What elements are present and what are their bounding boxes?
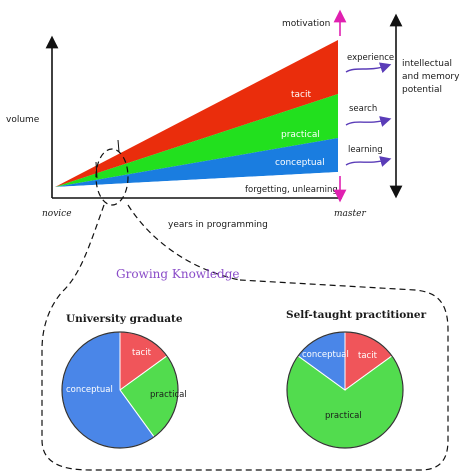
layer-label-practical: practical xyxy=(281,130,320,140)
capacity-label-line2: and memory xyxy=(402,72,460,82)
pie-title-self-taught: Self-taught practitioner xyxy=(286,309,427,321)
pie-outline xyxy=(61,331,179,449)
tick-mark-2 xyxy=(117,139,120,153)
layer-conceptual-area xyxy=(55,138,338,187)
zoom-circle xyxy=(95,148,129,206)
capacity-label-line1: intellectual xyxy=(402,59,452,69)
motivation-label: motivation xyxy=(282,19,330,29)
pie-label-tacit: tacit xyxy=(358,351,378,361)
x-end-label: master xyxy=(334,209,366,219)
layer-stack xyxy=(55,40,338,198)
learning-label: learning xyxy=(348,145,383,155)
pie-title-graduate: University graduate xyxy=(66,313,183,325)
layer-practical-area xyxy=(55,94,338,187)
callout-outline xyxy=(41,204,449,471)
search-arrow xyxy=(345,116,392,127)
pie-chart-self-taught: tacit practical conceptual xyxy=(286,331,404,449)
experience-label: experience xyxy=(347,53,394,63)
pie-label-practical: practical xyxy=(150,390,187,400)
layer-forgetting-area xyxy=(55,172,338,198)
pie-label-practical: practical xyxy=(325,411,362,421)
layer-label-tacit: tacit xyxy=(291,90,311,100)
zoom-callout xyxy=(41,148,449,471)
pie-label-tacit: tacit xyxy=(132,348,152,358)
x-axis-label: years in programming xyxy=(168,220,268,230)
search-label: search xyxy=(349,104,377,114)
layer-label-forgetting: forgetting, unlearning xyxy=(245,185,338,195)
x-start-label: novice xyxy=(42,209,72,219)
capacity-label-line3: potential xyxy=(402,85,442,95)
learning-arrow xyxy=(345,156,392,167)
tick-mark-1 xyxy=(95,161,98,179)
axes xyxy=(45,35,342,199)
layer-tacit-area xyxy=(55,40,338,187)
pie-label-conceptual: conceptual xyxy=(302,350,349,360)
y-axis-label: volume xyxy=(6,115,40,125)
pie-outline xyxy=(286,331,404,449)
layer-label-conceptual: conceptual xyxy=(275,158,325,168)
experience-arrow xyxy=(345,62,392,74)
pie-label-conceptual: conceptual xyxy=(66,385,113,395)
section-title: Growing Knowledge xyxy=(116,267,239,281)
pie-chart-graduate: tacit practical conceptual xyxy=(61,331,187,449)
